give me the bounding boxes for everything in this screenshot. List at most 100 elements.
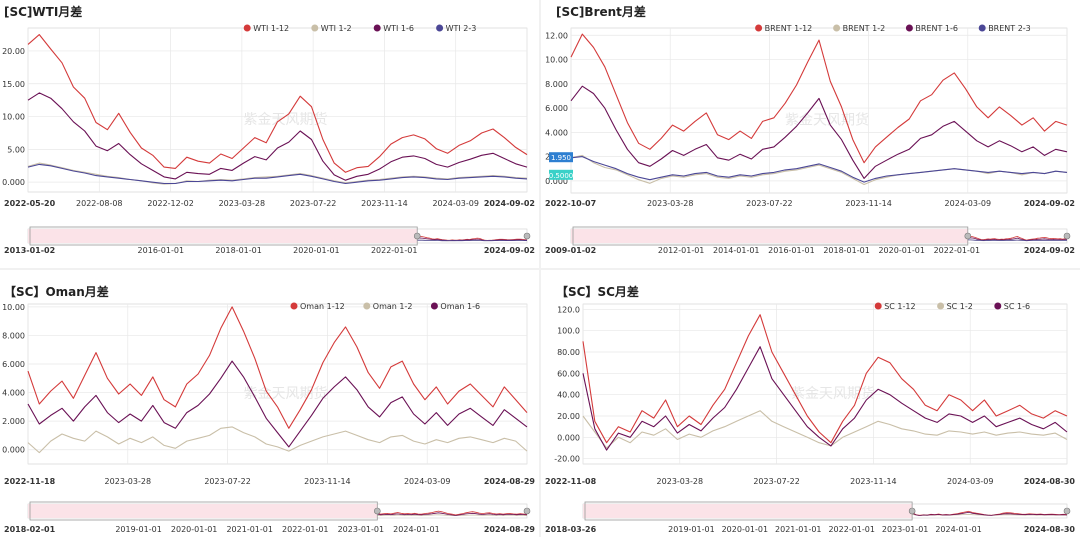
legend-label: WTI 2-3 xyxy=(446,24,477,33)
navigator-handle-left xyxy=(373,507,381,515)
chart-svg[interactable]: 20.00 15.00 10.00 5.00 0.000 2022-05-20 2022-0… xyxy=(0,0,540,268)
navigator-tick-label: 2013-01-02 xyxy=(4,246,55,255)
navigator-history-area xyxy=(583,504,913,518)
chart-panel-wti: [SC]WTI月差 20.00 15.00 10.00 5.00 0.000 2022-0… xyxy=(0,0,540,268)
series-line xyxy=(27,92,528,181)
chart-title: 【SC】SC月差 xyxy=(556,285,639,299)
y-tick-label: 10.00 xyxy=(2,113,25,122)
navigator-tick-label: 2022-01-01 xyxy=(828,525,875,534)
navigator-tick-label: 2024-09-02 xyxy=(1024,246,1075,255)
axis-value-marker xyxy=(549,152,573,163)
x-tick-label: 2024-09-02 xyxy=(1024,199,1075,208)
navigator-tick-label: 2018-03-26 xyxy=(545,525,597,534)
legend-label: BRENT 1-12 xyxy=(765,24,813,33)
legend: BRENT 2-3 BRENT 1-6 BRENT 1-2 BRENT 1-12 xyxy=(755,24,1031,33)
navigator-handle-right xyxy=(523,507,531,515)
x-tick-label: 2023-03-28 xyxy=(219,199,266,208)
navigator-series-line xyxy=(911,511,1068,517)
x-tick-label: 2024-08-30 xyxy=(1024,477,1076,486)
series-line xyxy=(570,156,1068,183)
navigator-tick-label: 2021-01-01 xyxy=(775,525,822,534)
legend: SC 1-6 SC 1-2 SC 1-12 xyxy=(874,302,1030,311)
x-tick-label: 2022-05-20 xyxy=(4,199,56,208)
chart-panel-sc: 【SC】SC月差 120.0 100.0 80.00 60.00 40.00 20.00 0… xyxy=(541,270,1080,537)
x-tick-label: 2023-07-22 xyxy=(753,477,800,486)
plot-frame xyxy=(570,27,1068,194)
chart-panel-brent: [SC]Brent月差 12.0010.008.0006.0004.0002.0… xyxy=(541,0,1080,268)
navigator-tick-label: 2020-01-01 xyxy=(722,525,769,534)
y-tick-label: 100.0 xyxy=(557,327,580,336)
y-tick-label: 80.00 xyxy=(557,348,580,357)
navigator-tick-label: 2020-01-01 xyxy=(878,246,925,255)
navigator-series-line xyxy=(967,239,1068,242)
navigator-tick-label: 2024-08-29 xyxy=(484,525,536,534)
navigator-tick-label: 2024-08-30 xyxy=(1024,525,1076,534)
series-line xyxy=(570,154,1068,186)
x-tick-label: 2023-11-14 xyxy=(845,199,892,208)
y-tick-label: 12.00 xyxy=(545,31,568,40)
navigator-tick-label: 2020-01-01 xyxy=(171,525,218,534)
legend-marker xyxy=(363,302,371,310)
navigator-handle-right xyxy=(1063,507,1071,515)
series-line xyxy=(27,163,528,185)
legend-marker xyxy=(994,302,1002,310)
chart-svg[interactable]: 120.0 100.0 80.00 60.00 40.00 20.00 0.000 -20.0… xyxy=(541,270,1080,537)
legend-label: SC 1-12 xyxy=(884,302,915,311)
navigator-tick-label: 2020-01-01 xyxy=(293,246,340,255)
navigator-tick-label: 2022-01-01 xyxy=(371,246,418,255)
x-tick-label: 2023-07-22 xyxy=(746,199,793,208)
x-tick-label: 2023-03-28 xyxy=(105,477,152,486)
navigator-tick-label: 2009-01-02 xyxy=(545,246,596,255)
chart-title: 【SC】Oman月差 xyxy=(4,285,109,299)
x-tick-label: 2024-03-09 xyxy=(404,477,451,486)
y-tick-label: 4.000 xyxy=(2,389,25,398)
x-tick-label: 2022-11-08 xyxy=(545,477,597,486)
navigator-handle-right xyxy=(1063,232,1071,240)
x-tick-label: 2024-09-02 xyxy=(484,199,535,208)
y-tick-label: 6.000 xyxy=(545,104,568,113)
chart-svg[interactable]: 12.0010.008.0006.0004.0002.0000.0002022-… xyxy=(541,0,1080,268)
legend-label: BRENT 2-3 xyxy=(988,24,1031,33)
series-line xyxy=(27,306,528,429)
navigator-handle-left xyxy=(413,232,421,240)
range-navigator xyxy=(27,501,531,521)
x-tick-label: 2023-11-14 xyxy=(361,199,408,208)
legend-marker xyxy=(243,24,251,32)
y-tick-label: 2.000 xyxy=(2,417,25,426)
series-line xyxy=(27,426,528,454)
chart-svg[interactable]: 10.00 8.000 6.000 4.000 2.000 0.000 2022-11-18… xyxy=(0,270,540,537)
navigator-series-line xyxy=(417,235,528,241)
legend-marker xyxy=(905,24,913,32)
panel-divider-horizontal xyxy=(0,268,1080,270)
x-tick-label: 2023-03-28 xyxy=(647,199,694,208)
legend: WTI 2-3 WTI 1-6 WTI 1-2 WTI 1-12 xyxy=(243,24,477,33)
series-line xyxy=(570,33,1068,164)
series-line xyxy=(582,410,1068,449)
y-tick-label: 6.000 xyxy=(2,360,25,369)
navigator-handle-right xyxy=(523,232,531,240)
legend-marker xyxy=(430,302,438,310)
y-tick-label: 15.00 xyxy=(2,80,25,89)
navigator-tick-label: 2024-09-02 xyxy=(484,246,535,255)
legend-label: WTI 1-12 xyxy=(253,24,289,33)
legend-label: Oman 1-2 xyxy=(373,302,413,311)
y-tick-label: 20.00 xyxy=(2,47,25,56)
x-tick-label: 2023-03-28 xyxy=(657,477,704,486)
legend-marker xyxy=(311,24,319,32)
navigator-tick-label: 2024-01-01 xyxy=(935,525,982,534)
navigator-tick-label: 2012-01-01 xyxy=(658,246,705,255)
navigator-history-area xyxy=(571,229,968,243)
legend-marker xyxy=(874,302,882,310)
axis-value-marker-text: 0.5000 xyxy=(549,172,574,180)
navigator-tick-label: 2024-01-01 xyxy=(393,525,440,534)
legend-label: SC 1-6 xyxy=(1004,302,1030,311)
x-tick-label: 2024-03-09 xyxy=(945,199,992,208)
navigator-tick-label: 2021-01-01 xyxy=(226,525,273,534)
legend-marker xyxy=(373,24,381,32)
y-tick-label: 0.000 xyxy=(557,433,580,442)
navigator-handle-left xyxy=(908,507,916,515)
navigator-tick-label: 2019-01-01 xyxy=(668,525,715,534)
legend-label: SC 1-2 xyxy=(947,302,973,311)
navigator-series-line xyxy=(377,510,528,516)
navigator-series-line xyxy=(967,237,1068,242)
